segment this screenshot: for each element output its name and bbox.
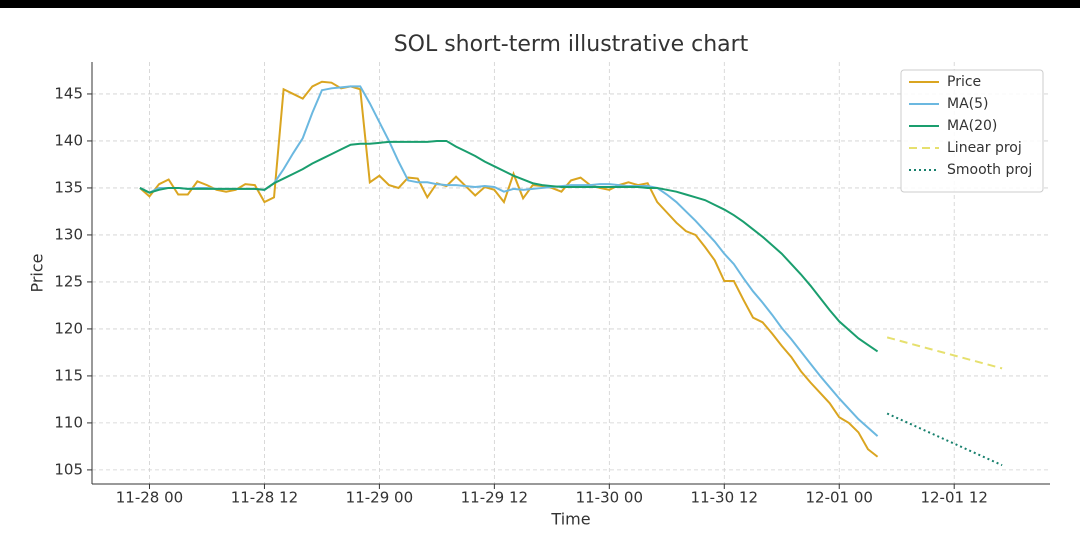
y-tick-label: 140 xyxy=(54,131,83,149)
x-tick-label: 11-30 00 xyxy=(576,489,643,507)
y-tick-label: 120 xyxy=(54,319,83,337)
x-tick-label: 12-01 00 xyxy=(806,489,873,507)
y-axis-label: Price xyxy=(28,253,47,292)
y-tick-label: 135 xyxy=(54,178,83,196)
series-line xyxy=(886,336,1003,370)
legend-label: Linear proj xyxy=(947,140,1022,156)
y-tick-label: 130 xyxy=(54,225,83,243)
legend-label: MA(20) xyxy=(947,118,997,134)
series-line xyxy=(139,80,879,458)
y-tick-label: 125 xyxy=(54,272,83,290)
top-bar xyxy=(0,0,1080,8)
x-tick-label: 11-29 00 xyxy=(346,489,413,507)
legend-label: Smooth proj xyxy=(947,162,1032,178)
series-line xyxy=(886,412,1003,467)
chart-title: SOL short-term illustrative chart xyxy=(394,32,749,57)
x-axis-label: Time xyxy=(550,510,590,529)
legend-label: Price xyxy=(947,74,981,90)
x-tick-label: 11-29 12 xyxy=(461,489,528,507)
y-tick-label: 105 xyxy=(54,460,83,478)
y-tick-label: 115 xyxy=(54,366,83,384)
y-tick-label: 145 xyxy=(54,84,83,102)
x-tick-label: 11-30 12 xyxy=(691,489,758,507)
legend-box xyxy=(900,69,1044,193)
y-tick-label: 110 xyxy=(54,413,83,431)
x-tick-label: 11-28 12 xyxy=(231,489,298,507)
series-line xyxy=(139,85,879,437)
legend-label: MA(5) xyxy=(947,96,989,112)
x-tick-label: 11-28 00 xyxy=(116,489,183,507)
series-line xyxy=(139,139,879,353)
x-tick-label: 12-01 12 xyxy=(920,489,987,507)
